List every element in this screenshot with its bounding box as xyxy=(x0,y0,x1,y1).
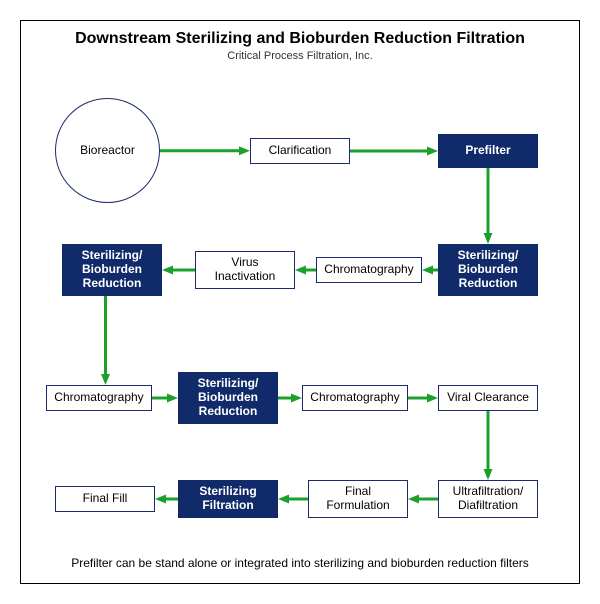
node-viral_clear: Viral Clearance xyxy=(438,385,538,411)
caption-text: Prefilter can be stand alone or integrat… xyxy=(0,556,600,570)
node-ster_filt: SterilizingFiltration xyxy=(178,480,278,518)
page-subtitle: Critical Process Filtration, Inc. xyxy=(0,50,600,62)
node-virus_inact: VirusInactivation xyxy=(195,251,295,289)
node-ufdf: Ultrafiltration/Diafiltration xyxy=(438,480,538,518)
node-clarification: Clarification xyxy=(250,138,350,164)
node-bioreactor: Bioreactor xyxy=(55,98,160,203)
node-sbr1: Sterilizing/BioburdenReduction xyxy=(438,244,538,296)
node-final_fill: Final Fill xyxy=(55,486,155,512)
node-chrom1: Chromatography xyxy=(316,257,422,283)
node-chrom2: Chromatography xyxy=(46,385,152,411)
node-final_form: FinalFormulation xyxy=(308,480,408,518)
page-title: Downstream Sterilizing and Bioburden Red… xyxy=(0,30,600,48)
node-chrom3: Chromatography xyxy=(302,385,408,411)
node-prefilter: Prefilter xyxy=(438,134,538,168)
node-sbr2: Sterilizing/BioburdenReduction xyxy=(62,244,162,296)
node-sbr3: Sterilizing/BioburdenReduction xyxy=(178,372,278,424)
diagram-canvas: Downstream Sterilizing and Bioburden Red… xyxy=(0,0,600,604)
